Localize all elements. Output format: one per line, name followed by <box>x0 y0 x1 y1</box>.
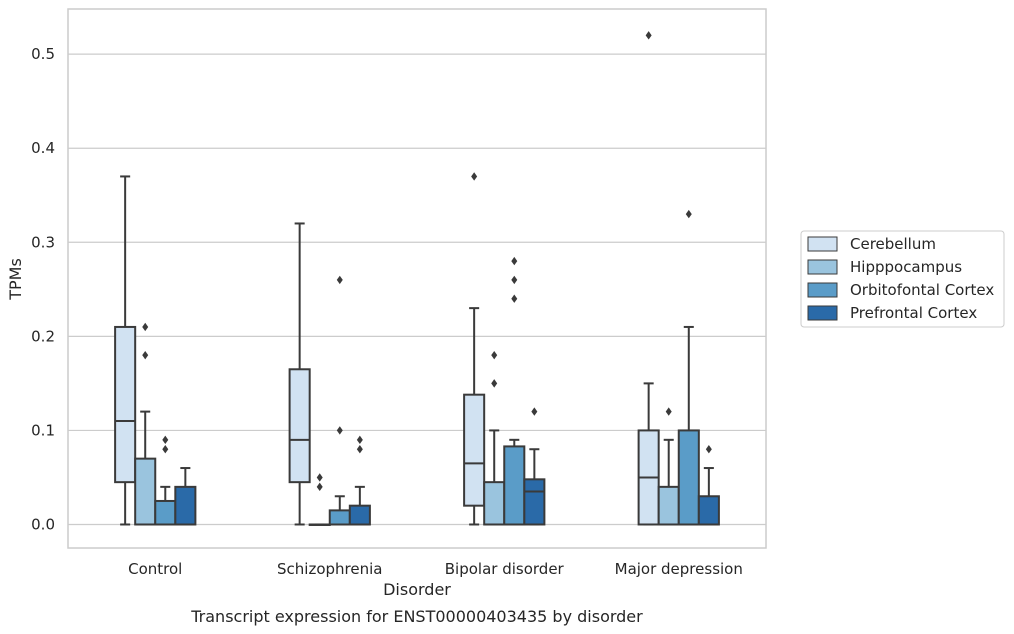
y-tick-label: 0.4 <box>31 139 55 157</box>
box-body <box>348 504 371 526</box>
outlier-point <box>336 426 343 435</box>
legend: Cerebellum Hipppocampus Orbitofontal Corte… <box>800 230 1005 328</box>
plot-area <box>68 9 766 548</box>
box-1-3 <box>657 407 680 526</box>
y-tick-label: 0.1 <box>31 421 55 439</box>
outlier-point <box>705 445 712 454</box>
y-tick-labels: 0.0 0.1 0.2 0.3 0.4 0.5 <box>31 45 55 533</box>
box-3-3 <box>697 445 720 526</box>
legend-label: Hipppocampus <box>850 258 962 276</box>
y-tick-label: 0.2 <box>31 327 55 345</box>
legend-swatch <box>807 236 838 252</box>
outlier-point <box>665 407 672 416</box>
box-0-3 <box>637 31 660 526</box>
outlier-point <box>316 482 323 492</box>
box-0-2 <box>463 172 486 526</box>
legend-swatch <box>807 282 838 298</box>
outlier-point <box>316 473 323 482</box>
y-tick-label: 0.5 <box>31 45 55 63</box>
box-0-0 <box>114 175 137 526</box>
box-1-1 <box>308 473 331 526</box>
outlier-point <box>491 350 498 360</box>
box-body <box>657 485 680 526</box>
box-body <box>503 445 526 526</box>
box-3-1 <box>348 435 371 526</box>
box-0-1 <box>288 222 311 526</box>
box-body <box>328 509 351 526</box>
x-tick-label: Schizophrenia <box>277 560 382 578</box>
box-body <box>677 429 700 526</box>
box-1-2 <box>483 350 506 526</box>
y-axis-label: TPMs <box>6 258 25 301</box>
outlier-point <box>471 172 478 181</box>
legend-frame <box>800 230 1005 328</box>
outlier-point <box>685 209 692 219</box>
legend-label: Cerebellum <box>850 235 936 253</box>
outlier-point <box>162 445 169 454</box>
box-body <box>463 393 486 507</box>
outlier-point <box>142 322 149 332</box>
outlier-point <box>491 379 498 388</box>
x-tick-label: Major depression <box>615 560 743 578</box>
outlier-point <box>511 275 518 285</box>
box-body <box>174 485 197 526</box>
outlier-point <box>336 275 343 285</box>
box-2-3 <box>677 209 700 526</box>
box-body <box>288 368 311 484</box>
x-axis-label: Disorder <box>383 580 451 599</box>
box-body <box>114 325 137 484</box>
figure-caption: Transcript expression for ENST0000040343… <box>190 607 643 626</box>
legend-swatch <box>807 305 838 321</box>
x-tick-label: Control <box>128 560 182 578</box>
x-tick-label: Bipolar disorder <box>445 560 565 578</box>
legend-label: Prefrontal Cortex <box>850 304 977 322</box>
y-tick-label: 0.0 <box>31 515 55 533</box>
box-body <box>483 481 506 526</box>
outlier-point <box>162 435 169 445</box>
outlier-point <box>511 256 518 266</box>
outlier-point <box>356 445 363 454</box>
box-body <box>154 499 177 526</box>
outlier-point <box>142 350 149 360</box>
boxes <box>114 31 720 526</box>
box-body <box>523 478 546 526</box>
outlier-point <box>645 31 652 40</box>
legend-label: Orbitofontal Cortex <box>850 281 994 299</box>
x-tick-labels: Control Schizophrenia Bipolar disorder Majo… <box>128 560 743 578</box>
box-3-2 <box>523 407 546 526</box>
outlier-point <box>511 294 518 303</box>
outlier-point <box>356 435 363 445</box>
box-body <box>697 495 720 526</box>
box-3-0 <box>174 467 197 526</box>
plot-frame <box>67 8 767 549</box>
outlier-point <box>531 407 538 416</box>
box-1-0 <box>134 322 157 526</box>
legend-swatch <box>807 259 838 275</box>
box-2-1 <box>328 275 351 526</box>
y-tick-label: 0.3 <box>31 233 55 251</box>
box-2-0 <box>154 435 177 526</box>
box-body <box>134 457 157 526</box>
